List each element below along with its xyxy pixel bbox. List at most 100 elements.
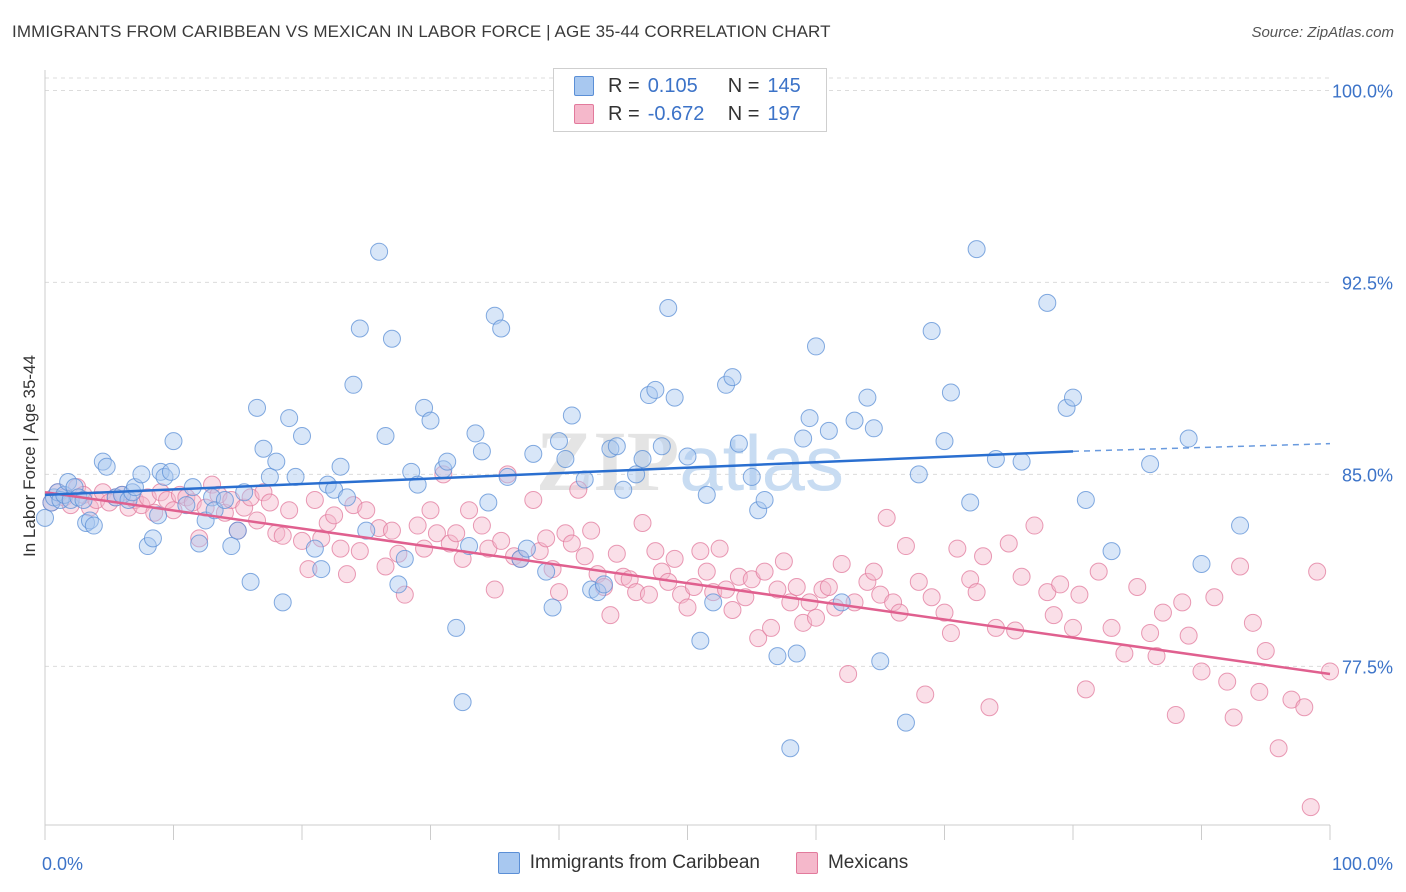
mexicans-point	[787, 577, 806, 596]
mexicans-point	[1308, 562, 1327, 581]
caribbean-point	[896, 713, 915, 732]
caribbean-point	[370, 242, 389, 261]
caribbean-point	[36, 508, 54, 527]
caribbean-point	[395, 549, 414, 568]
caribbean-point	[254, 439, 273, 458]
mexicans-point	[524, 490, 543, 509]
caribbean-point	[164, 432, 183, 451]
caribbean-point	[132, 465, 151, 484]
mexicans-point	[1012, 567, 1031, 586]
mexicans-point	[1321, 662, 1339, 681]
caribbean-point	[438, 452, 457, 471]
y-tick-label: 85.0%	[1342, 465, 1393, 485]
caribbean-point	[1102, 542, 1121, 561]
mexicans-point	[935, 603, 954, 622]
mexicans-point	[325, 506, 344, 525]
mexicans-point	[607, 544, 626, 563]
legend-swatch-pink	[574, 104, 594, 124]
mexicans-point	[273, 526, 292, 545]
caribbean-point	[350, 319, 369, 338]
caribbean-point	[241, 572, 260, 591]
caribbean-point	[1231, 516, 1250, 535]
mexicans-point	[1076, 680, 1095, 699]
mexicans-point	[723, 601, 742, 620]
bottom-legend-swatch-blue	[497, 852, 520, 874]
x-tick-label: 100.0%	[1332, 854, 1393, 874]
caribbean-point	[794, 429, 813, 448]
legend-swatch-blue	[574, 76, 594, 96]
mexicans-point	[819, 577, 838, 596]
mexicans-point	[254, 483, 273, 502]
mexicans-point	[678, 598, 697, 617]
mexicans-point	[1089, 562, 1108, 581]
mexicans-point	[1070, 585, 1089, 604]
caribbean-point	[858, 388, 877, 407]
mexicans-point	[350, 542, 369, 561]
bottom-legend: Immigrants from Caribbean Mexicans	[0, 852, 1406, 874]
caribbean-trendline-extension	[1072, 442, 1331, 453]
chart-title: IMMIGRANTS FROM CARIBBEAN VS MEXICAN IN …	[12, 22, 831, 41]
mexicans-point	[280, 501, 299, 520]
caribbean-point	[466, 424, 485, 443]
caribbean-point	[421, 411, 440, 430]
y-tick-label: 77.5%	[1342, 657, 1393, 677]
mexicans-point	[1256, 641, 1275, 660]
caribbean-point	[472, 442, 491, 461]
mexicans-point	[884, 593, 903, 612]
mexicans-point	[305, 490, 324, 509]
caribbean-point	[1076, 490, 1095, 509]
mexicans-point	[1147, 647, 1166, 666]
mexicans-point	[974, 547, 993, 566]
mexicans-point	[1128, 577, 1147, 596]
caribbean-point	[665, 388, 684, 407]
mexicans-point	[1192, 662, 1211, 681]
bottom-legend-mexicans: Mexicans	[795, 852, 909, 874]
caribbean-point	[729, 434, 748, 453]
mexicans-point	[601, 606, 620, 625]
mexicans-point	[151, 483, 170, 502]
mexicans-point	[190, 529, 209, 548]
mexicans-trendline	[44, 491, 1331, 676]
source-label: Source: ZipAtlas.com	[1251, 24, 1394, 41]
caribbean-point	[273, 593, 292, 612]
mexicans-point	[916, 685, 935, 704]
mexicans-point	[460, 501, 479, 520]
caribbean-point	[331, 457, 350, 476]
y-axis-label: In Labor Force | Age 35-44	[20, 355, 39, 557]
legend-r-label: R =	[608, 74, 640, 97]
caribbean-point	[575, 470, 594, 489]
mexicans-point	[768, 580, 787, 599]
mexicans-point	[1218, 672, 1237, 691]
caribbean-point	[704, 593, 723, 612]
caribbean-point	[293, 426, 311, 445]
mexicans-point	[839, 665, 858, 683]
mexicans-point	[1179, 626, 1198, 645]
mexicans-point	[1250, 682, 1269, 701]
bottom-legend-label: Mexicans	[827, 852, 909, 873]
mexicans-point	[376, 557, 395, 576]
caribbean-point	[717, 375, 736, 394]
caribbean-point	[337, 488, 356, 507]
caribbean-point	[1141, 455, 1160, 474]
legend-row-mexicans: R = -0.672 N = 197	[574, 101, 801, 127]
mexicans-point	[909, 572, 928, 591]
mexicans-point	[1269, 739, 1288, 758]
mexicans-point	[312, 529, 331, 548]
caribbean-trendline	[44, 450, 1074, 497]
caribbean-point	[909, 465, 928, 484]
caribbean-point	[177, 496, 196, 515]
caribbean-point	[222, 537, 241, 556]
mexicans-point	[1295, 698, 1314, 717]
caribbean-point	[84, 516, 103, 535]
legend-n-label: N =	[727, 74, 760, 97]
caribbean-point	[376, 426, 395, 445]
mexicans-point	[408, 516, 427, 535]
mexicans-point	[550, 583, 568, 602]
caribbean-point	[161, 462, 180, 481]
caribbean-point	[235, 483, 254, 502]
caribbean-point	[1057, 398, 1076, 417]
mexicans-point	[999, 534, 1018, 553]
mexicans-point	[755, 562, 774, 581]
mexicans-point	[582, 521, 601, 540]
mexicans-point	[1115, 644, 1134, 663]
